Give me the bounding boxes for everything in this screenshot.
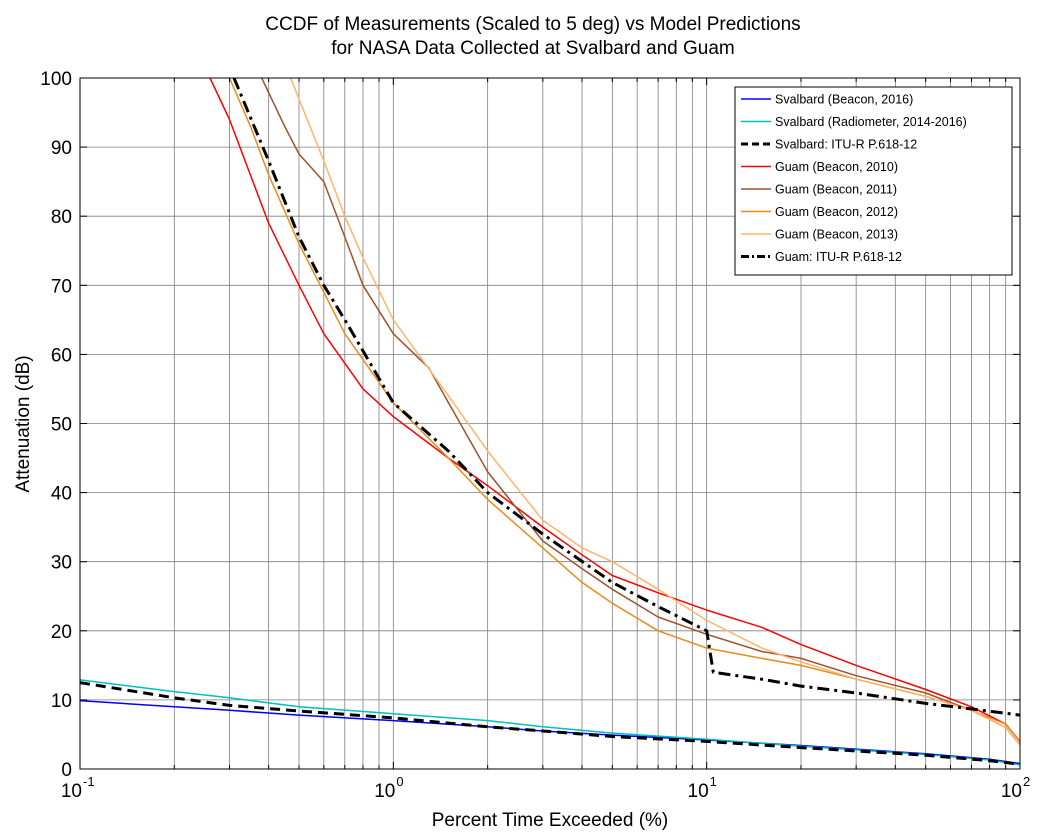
y-tick-labels: 0 10 20 30 40 50 60 70 80 90 100 [40,69,72,781]
x-tick-label: 10 -1 [61,774,95,802]
y-tick-label: 60 [51,345,72,366]
series-line-4 [209,77,1021,742]
series-line-8 [232,77,1021,717]
x-tick-exponent: 0 [396,774,403,789]
x-tick-exponent: 1 [710,774,717,789]
legend-entry: Guam (Beacon, 2011) [741,183,897,197]
y-tick-label: 90 [51,138,72,159]
legend-label: Svalbard (Beacon, 2016) [775,93,913,107]
x-tick-base: 10 [61,781,82,802]
series-line-5 [261,77,1021,746]
legend-label: Guam (Beacon, 2013) [775,228,898,242]
x-tick-label: 10 2 [1001,774,1030,802]
x-tick-labels: 10 -1 10 0 10 1 10 2 [61,774,1030,802]
legend-entry: Guam (Beacon, 2012) [741,205,898,219]
legend-label: Guam (Beacon, 2011) [775,183,897,197]
x-axis-label: Percent Time Exceeded (%) [432,810,669,831]
y-tick-label: 70 [51,276,72,297]
y-tick-label: 40 [51,484,72,505]
legend-label: Svalbard: ITU-R P.618-12 [775,138,917,152]
x-tick-base: 10 [1001,781,1022,802]
x-tick-label: 10 1 [688,774,717,802]
series-lines [79,77,1021,766]
chart-title-line-2: for NASA Data Collected at Svalbard and … [331,38,734,59]
chart-title-line-1: CCDF of Measurements (Scaled to 5 deg) v… [265,14,800,35]
x-tick-exponent: -1 [83,774,95,789]
legend-box [734,86,1013,276]
legend: Svalbard (Beacon, 2016) Svalbard (Radiome… [734,86,1013,276]
x-tick-label: 10 0 [374,774,403,802]
y-tick-label: 0 [61,760,72,781]
legend-entry: Guam: ITU-R P.618-12 [741,250,902,264]
y-tick-label: 80 [51,207,72,228]
x-tick-base: 10 [374,781,395,802]
y-axis-label: Attenuation (dB) [13,355,34,492]
axis-ticks [79,77,1020,770]
legend-entry: Svalbard (Beacon, 2016) [741,93,913,107]
y-tick-label: 50 [51,415,72,436]
grid-lines [79,77,1020,770]
legend-entry: Svalbard: ITU-R P.618-12 [741,138,917,152]
legend-label: Guam (Beacon, 2010) [775,160,898,174]
legend-label: Guam (Beacon, 2012) [775,205,898,219]
series-line-7 [289,77,1021,746]
y-tick-label: 20 [51,622,72,643]
legend-entry: Svalbard (Radiometer, 2014-2016) [741,115,967,129]
legend-label: Svalbard (Radiometer, 2014-2016) [775,115,967,129]
legend-label: Guam: ITU-R P.618-12 [775,250,902,264]
legend-entry: Guam (Beacon, 2013) [741,228,898,242]
x-tick-exponent: 2 [1023,774,1030,789]
y-tick-label: 30 [51,553,72,574]
x-tick-base: 10 [688,781,709,802]
y-tick-label: 100 [40,69,72,90]
legend-entry: Guam (Beacon, 2010) [741,160,898,174]
series-line-3 [79,681,1021,766]
y-tick-label: 10 [51,691,72,712]
